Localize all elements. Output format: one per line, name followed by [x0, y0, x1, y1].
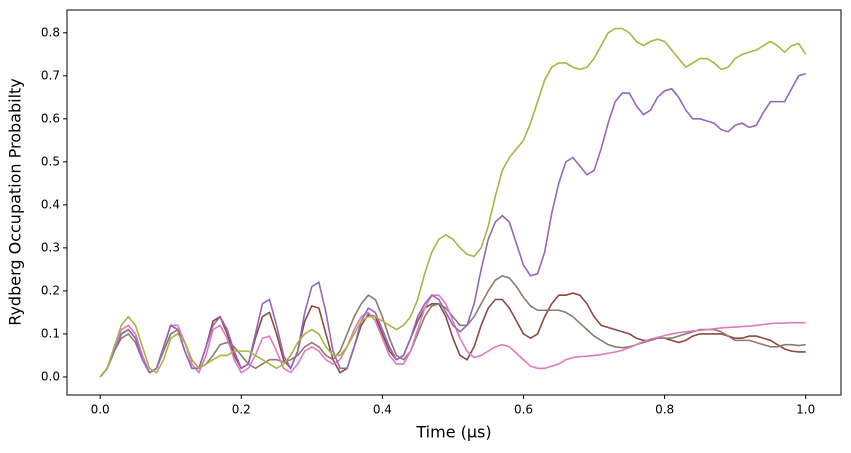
series-line: [99, 27, 807, 378]
x-tick-label: 0.4: [373, 403, 392, 417]
x-axis-label: Time (μs): [415, 423, 491, 442]
plot-frame: [66, 9, 842, 396]
y-tick-label: 0.4: [41, 197, 60, 211]
series-line: [99, 72, 806, 378]
series-line: [99, 292, 806, 378]
y-tick-label: 0.8: [41, 25, 60, 39]
y-tick-label: 0.7: [41, 68, 60, 82]
y-tick-label: 0.1: [41, 326, 60, 340]
y-tick-label: 0.0: [41, 369, 60, 383]
y-tick-label: 0.2: [41, 283, 60, 297]
x-tick-label: 1.0: [796, 403, 815, 417]
x-tick-label: 0.6: [514, 403, 533, 417]
series-line: [99, 294, 806, 378]
series-line: [99, 274, 806, 378]
x-tick-label: 0.8: [655, 403, 674, 417]
y-tick-label: 0.6: [41, 111, 60, 125]
x-tick-label: 0.0: [91, 403, 110, 417]
x-tick-label: 0.2: [232, 403, 251, 417]
y-tick-label: 0.5: [41, 154, 60, 168]
y-axis-label: Rydberg Occupation Probabilty: [6, 78, 25, 326]
y-tick-label: 0.3: [41, 240, 60, 254]
